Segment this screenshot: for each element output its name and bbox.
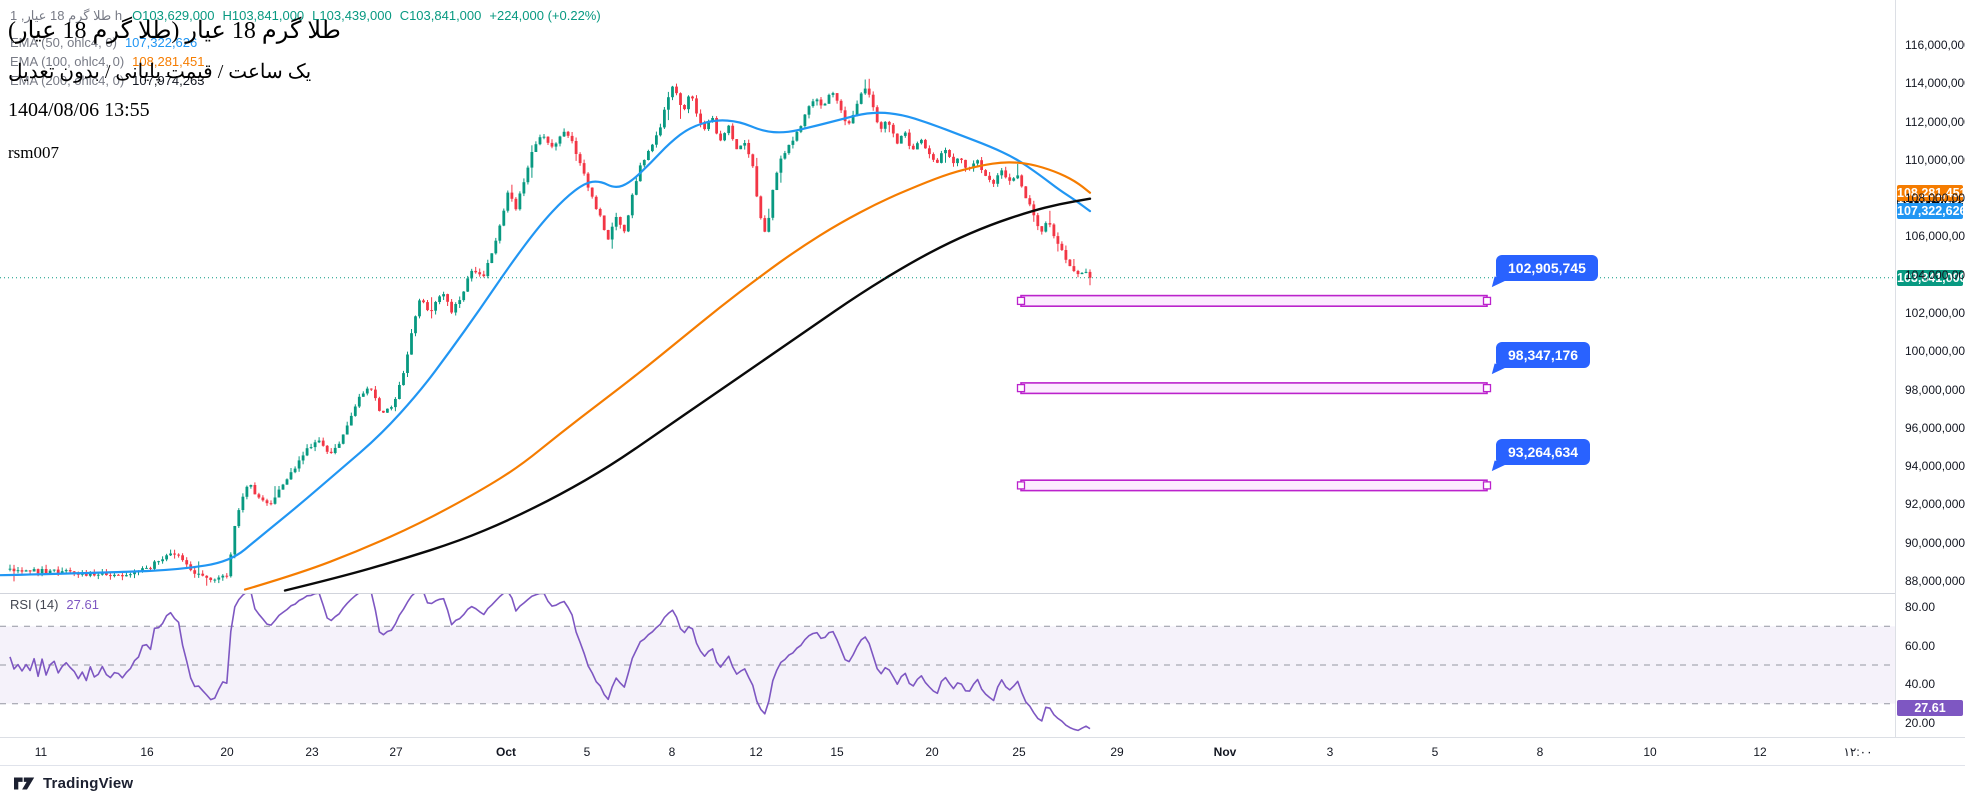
pane-separator[interactable]: [0, 593, 1895, 594]
ohlc-change-value: +224,000 (+0.22%): [489, 8, 601, 23]
time-axis[interactable]: 11 16 20 23 27 Oct 5 8 12 15 20 25 29 Nov 3 5 8 10 12 ۱۲:۰۰: [0, 737, 1965, 766]
note-timeframe-subtitle: یک ساعت / قیمت پایانی / بدون تعدیل: [8, 61, 312, 83]
time-label-27: 27: [389, 745, 403, 759]
legend-row-ema100[interactable]: EMA (100, ohlc4, 0) 108,281,451: [10, 52, 609, 71]
time-label-10: 10: [1643, 745, 1657, 759]
tradingview-logo-icon[interactable]: [14, 776, 35, 791]
legend-row-ema50[interactable]: EMA (50, ohlc4, 0) 107,322,626: [10, 33, 609, 52]
symbol-ohlc-row[interactable]: طلا گرم 18 عیار, 1 h O103,629,000 H103,84…: [10, 6, 609, 25]
time-label-Oct: Oct: [495, 745, 517, 759]
time-label-25: 25: [1012, 745, 1026, 759]
ohlc-high-value: H103,841,000: [222, 8, 305, 23]
ema100-value: 108,281,451: [132, 54, 205, 69]
price-callout-1[interactable]: 102,905,745: [1496, 255, 1598, 281]
price-tick-88: 88,000,000: [1905, 574, 1965, 588]
price-tick-110: 110,000,000: [1905, 153, 1965, 167]
time-label-15: 15: [830, 745, 844, 759]
rsi-tick-40: 40.00: [1905, 677, 1936, 691]
ema50-value: 107,322,626: [124, 35, 198, 50]
time-label-8: 8: [1536, 745, 1544, 759]
price-tick-94: 94,000,000: [1905, 459, 1965, 473]
legend-row-ema200[interactable]: EMA (200, ohlc4, 0) 107,974,263: [10, 71, 609, 90]
time-label-11: 11: [34, 745, 48, 759]
ema200-value: 107,974,263: [132, 73, 205, 88]
ohlc-values: O103,629,000 H103,841,000 L103,439,000 C103…: [132, 6, 609, 25]
time-label-5: 5: [583, 745, 591, 759]
time-label-29: 29: [1110, 745, 1124, 759]
note-symbol-title: طلا گرم 18 عیار (طلا گرم 18 عیار): [8, 18, 341, 44]
price-tick-100: 100,000,000: [1905, 344, 1965, 358]
price-tick-108: 108,000,000: [1905, 191, 1965, 205]
time-label-12: 12: [749, 745, 763, 759]
ema100-price-label: 108,281,451: [1897, 185, 1965, 201]
rsi-value-label: 27.61: [1897, 700, 1963, 716]
price-scale[interactable]: 107,974,263 108,281,451 107,322,626 103,…: [1895, 0, 1965, 737]
chart-legend: طلا گرم 18 عیار, 1 h O103,629,000 H103,84…: [10, 6, 609, 90]
price-tick-90: 90,000,000: [1905, 536, 1965, 550]
note-datetime: 1404/08/06 13:55: [8, 99, 150, 121]
rsi-legend-row[interactable]: RSI (14) 27.61: [10, 597, 99, 612]
ema50-price-label: 107,322,626: [1897, 203, 1965, 219]
price-chart-canvas[interactable]: [0, 0, 1895, 593]
rsi-indicator-value: 27.61: [66, 597, 99, 612]
symbol-and-interval: طلا گرم 18 عیار, 1 h: [10, 8, 123, 23]
rsi-pane-canvas[interactable]: [0, 593, 1895, 737]
ohlc-close-value: C103,841,000: [399, 8, 482, 23]
time-label-8: 8: [668, 745, 676, 759]
ema200-label: EMA (200, ohlc4, 0): [10, 73, 125, 88]
price-tick-96: 96,000,000: [1905, 421, 1965, 435]
time-label-20: 20: [220, 745, 234, 759]
rsi-indicator-label: RSI (14): [10, 597, 59, 612]
time-label-5: 5: [1431, 745, 1439, 759]
time-label-۱۲:۰۰: ۱۲:۰۰: [1843, 745, 1873, 759]
rsi-tick-60: 60.00: [1905, 639, 1936, 653]
time-label-20: 20: [925, 745, 939, 759]
time-label-Nov: Nov: [1213, 745, 1237, 759]
price-tick-102: 102,000,000: [1905, 306, 1965, 320]
time-label-12: 12: [1753, 745, 1767, 759]
time-label-3: 3: [1326, 745, 1334, 759]
ema100-label: EMA (100, ohlc4, 0): [10, 54, 125, 69]
price-tick-114: 114,000,000: [1905, 76, 1965, 90]
ohlc-low-value: L103,439,000: [312, 8, 392, 23]
time-label-23: 23: [305, 745, 319, 759]
bottom-bar: TradingView: [0, 765, 1965, 801]
price-tick-106: 106,000,000: [1905, 229, 1965, 243]
ema50-label: EMA (50, ohlc4, 0): [10, 35, 117, 50]
ohlc-open-value: O103,629,000: [132, 8, 215, 23]
price-tick-116: 116,000,000: [1905, 38, 1965, 52]
price-tick-92: 92,000,000: [1905, 497, 1965, 511]
rsi-tick-80: 80.00: [1905, 600, 1936, 614]
price-callout-3[interactable]: 93,264,634: [1496, 439, 1591, 465]
current-price-label: 103,841,000: [1897, 270, 1965, 286]
rsi-tick-20: 20.00: [1905, 716, 1936, 730]
price-callout-2[interactable]: 98,347,176: [1496, 342, 1591, 368]
price-tick-104: 104,000,000: [1905, 268, 1965, 282]
price-tick-98: 98,000,000: [1905, 383, 1965, 397]
time-label-16: 16: [140, 745, 154, 759]
price-tick-112: 112,000,000: [1905, 115, 1965, 129]
tradingview-logo-text[interactable]: TradingView: [43, 775, 134, 792]
note-watermark-rsm007: rsm007: [8, 143, 59, 162]
